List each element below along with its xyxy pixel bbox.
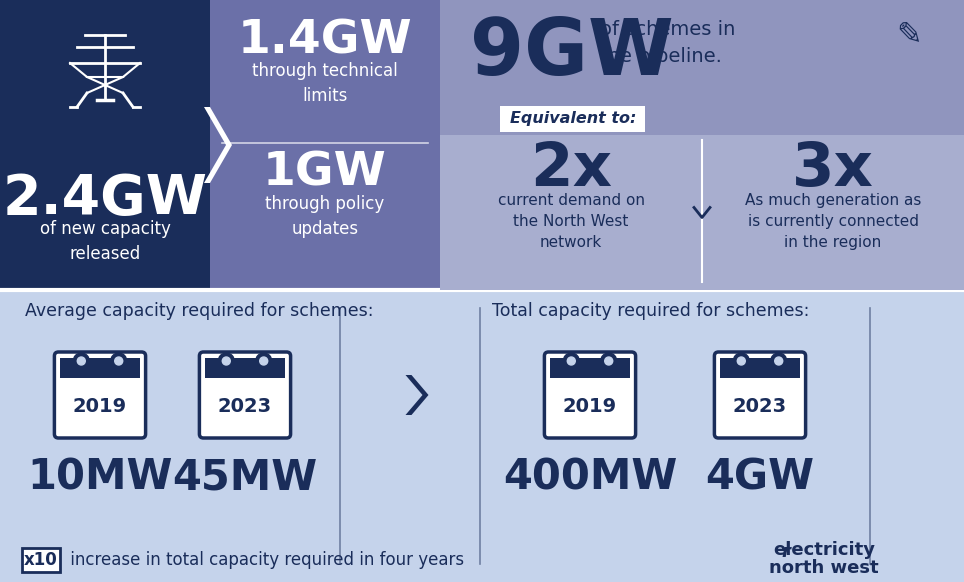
Polygon shape bbox=[406, 375, 429, 415]
Circle shape bbox=[223, 357, 230, 365]
Text: Total capacity required for schemes:: Total capacity required for schemes: bbox=[492, 302, 810, 320]
FancyBboxPatch shape bbox=[54, 352, 146, 438]
FancyBboxPatch shape bbox=[200, 352, 290, 438]
Bar bbox=[210, 0, 440, 290]
Text: ✎: ✎ bbox=[897, 20, 922, 49]
Bar bbox=[500, 106, 645, 132]
Text: 9GW: 9GW bbox=[470, 15, 674, 91]
Text: current demand on
the North West
network: current demand on the North West network bbox=[497, 193, 645, 250]
Circle shape bbox=[77, 357, 85, 365]
Bar bbox=[205, 358, 284, 378]
Bar bbox=[440, 0, 964, 135]
Text: through policy
updates: through policy updates bbox=[265, 195, 385, 238]
Circle shape bbox=[111, 353, 126, 369]
Circle shape bbox=[115, 357, 122, 365]
Text: increase in total capacity required in four years: increase in total capacity required in f… bbox=[65, 551, 464, 569]
Text: 400MW: 400MW bbox=[503, 457, 677, 499]
Circle shape bbox=[604, 357, 613, 365]
Bar bbox=[0, 0, 210, 290]
Text: x10: x10 bbox=[24, 551, 58, 569]
Text: electricity: electricity bbox=[773, 541, 875, 559]
Text: r: r bbox=[782, 543, 790, 561]
Bar bbox=[440, 0, 964, 290]
Bar bbox=[22, 548, 60, 572]
Bar bbox=[61, 358, 140, 378]
Bar bbox=[0, 290, 964, 582]
Circle shape bbox=[771, 353, 787, 369]
Bar bbox=[440, 135, 964, 290]
FancyBboxPatch shape bbox=[714, 352, 806, 438]
Text: north west: north west bbox=[769, 559, 879, 577]
FancyBboxPatch shape bbox=[545, 352, 635, 438]
Text: of new capacity
released: of new capacity released bbox=[40, 220, 171, 263]
Text: 3x: 3x bbox=[792, 140, 874, 199]
Text: 1.4GW: 1.4GW bbox=[238, 18, 413, 63]
Text: 2019: 2019 bbox=[73, 397, 127, 416]
Text: 2x: 2x bbox=[530, 140, 612, 199]
Circle shape bbox=[567, 357, 576, 365]
Circle shape bbox=[218, 353, 234, 369]
Text: 4GW: 4GW bbox=[706, 457, 815, 499]
Circle shape bbox=[259, 357, 268, 365]
Circle shape bbox=[775, 357, 783, 365]
Text: Equivalent to:: Equivalent to: bbox=[510, 112, 636, 126]
Text: of schemes in
the pipeline.: of schemes in the pipeline. bbox=[600, 20, 736, 66]
Text: through technical
limits: through technical limits bbox=[253, 62, 398, 105]
Bar bbox=[550, 358, 629, 378]
Circle shape bbox=[255, 353, 272, 369]
Text: 45MW: 45MW bbox=[173, 457, 317, 499]
Bar bbox=[720, 358, 799, 378]
Text: 1GW: 1GW bbox=[263, 150, 387, 195]
Circle shape bbox=[737, 357, 745, 365]
Text: 10MW: 10MW bbox=[27, 457, 173, 499]
Text: 2.4GW: 2.4GW bbox=[3, 172, 207, 226]
Circle shape bbox=[73, 353, 90, 369]
Text: 2023: 2023 bbox=[733, 397, 787, 416]
Polygon shape bbox=[204, 107, 232, 183]
Text: 2019: 2019 bbox=[563, 397, 617, 416]
Circle shape bbox=[734, 353, 749, 369]
Text: Average capacity required for schemes:: Average capacity required for schemes: bbox=[25, 302, 373, 320]
Circle shape bbox=[563, 353, 579, 369]
Circle shape bbox=[601, 353, 617, 369]
Text: 2023: 2023 bbox=[218, 397, 272, 416]
Text: As much generation as
is currently connected
in the region: As much generation as is currently conne… bbox=[745, 193, 922, 250]
